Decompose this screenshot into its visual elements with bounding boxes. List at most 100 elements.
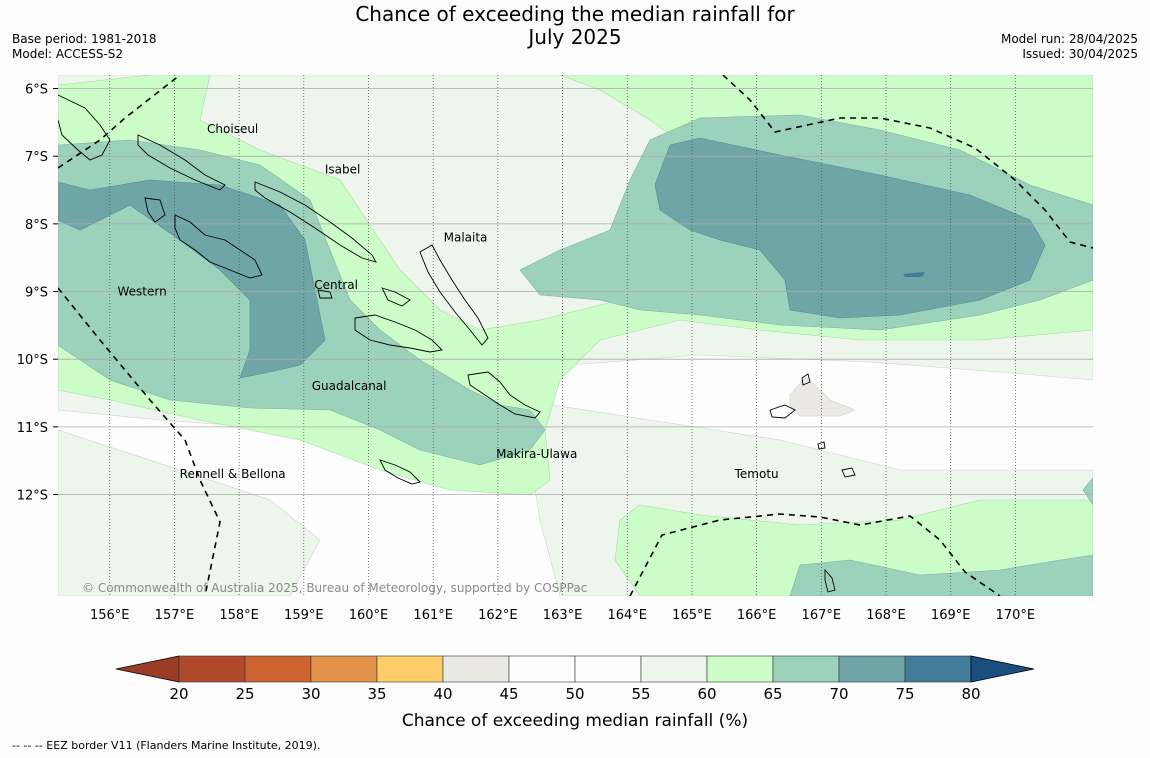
utupua-coast (817, 441, 826, 450)
lon-tick-label: 170°E (996, 608, 1036, 623)
colorbar: 20 25 30 35 40 45 50 55 60 65 70 75 80 (115, 655, 1035, 703)
coastlines (58, 94, 856, 593)
lon-tick-label: 156°E (90, 608, 130, 623)
province-label: Choiseul (207, 122, 258, 136)
map-area: © Commonwealth of Australia 2025, Bureau… (58, 75, 1093, 596)
lon-tick-label: 161°E (413, 608, 453, 623)
colorbar-tick-label: 35 (367, 685, 386, 703)
province-labels: Choiseul Isabel Malaita Western Central Guada… (117, 122, 778, 481)
province-label: Makira-Ulawa (496, 447, 577, 461)
eez-border-west (58, 287, 221, 596)
colorbar-tick-label: 45 (499, 685, 518, 703)
lon-tick-label: 163°E (543, 608, 583, 623)
lon-tick-label: 160°E (349, 608, 389, 623)
lon-tick-label: 166°E (737, 608, 777, 623)
colorbar-segment (178, 655, 246, 683)
colorbar-tick-label: 50 (565, 685, 584, 703)
eez-credit: -- -- -- EEZ border V11 (Flanders Marine… (12, 739, 321, 752)
lat-tick-label: 12°S (17, 489, 48, 504)
grid-lines (58, 75, 1093, 596)
colorbar-segment (706, 655, 774, 683)
isabel-coast (254, 181, 377, 263)
lon-tick-label: 159°E (284, 608, 324, 623)
western-islands-coast (144, 197, 166, 223)
lat-tick-label: 8°S (25, 218, 48, 233)
lon-tick-label: 167°E (802, 608, 842, 623)
colorbar-tick-label: 25 (235, 685, 254, 703)
province-label: Isabel (325, 163, 360, 177)
colorbar-tick-label: 20 (169, 685, 188, 703)
colorbar-low-extend (115, 655, 180, 683)
map-title: Chance of exceeding the median rainfall … (300, 3, 850, 49)
province-label: Rennell & Bellona (180, 467, 286, 481)
colorbar-segment (574, 655, 642, 683)
temotu-small-coast (841, 467, 856, 478)
makira-coast (467, 371, 541, 419)
copyright-notice: © Commonwealth of Australia 2025, Bureau… (82, 581, 587, 595)
model-run-date: Model run: 28/04/2025 (1000, 32, 1138, 46)
run-info: Model run: 28/04/2025 Issued: 30/04/2025 (1001, 32, 1138, 62)
lat-tick-label: 9°S (25, 286, 48, 301)
colorbar-segment (376, 655, 444, 683)
colorbar-tick-label: 55 (631, 685, 650, 703)
bougainville-coast (58, 94, 111, 161)
province-label: Malaita (444, 230, 488, 244)
model-info: Base period: 1981-2018 Model: ACCESS-S2 (12, 32, 157, 62)
colorbar-tick-label: 40 (433, 685, 452, 703)
lon-tick-label: 158°E (219, 608, 259, 623)
rennell-coast (379, 459, 421, 485)
eez-borders (58, 75, 1093, 596)
guadalcanal-coast (354, 314, 443, 353)
colorbar-segment (640, 655, 708, 683)
eez-border-north-west (58, 75, 181, 169)
choiseul-coast (137, 134, 226, 191)
colorbar-segment (442, 655, 510, 683)
base-period: Base period: 1981-2018 (12, 32, 157, 46)
colorbar-high-extend (970, 655, 1035, 683)
map-axes: 156°E 157°E 158°E 159°E 160°E 161°E 162°E 163°E… (17, 83, 1035, 623)
lon-tick-label: 164°E (607, 608, 647, 623)
lon-tick-label: 162°E (478, 608, 518, 623)
lat-tick-label: 6°S (25, 83, 48, 98)
colorbar-segment (508, 655, 576, 683)
lon-tick-label: 157°E (155, 608, 195, 623)
colorbar-segment (838, 655, 906, 683)
lon-tick-label: 165°E (672, 608, 712, 623)
colorbar-segment (904, 655, 972, 683)
lat-tick-label: 7°S (25, 150, 48, 165)
province-label: Central (314, 278, 358, 292)
central-islands-coast (317, 289, 333, 299)
province-label: Western (117, 285, 166, 299)
contour-75-80 (903, 272, 925, 277)
colorbar-tick-label: 75 (895, 685, 914, 703)
lon-tick-label: 169°E (931, 608, 971, 623)
contour-70-75 (58, 137, 1046, 379)
province-label: Temotu (734, 467, 779, 481)
colorbar-segment (244, 655, 312, 683)
eez-border-south (629, 513, 1001, 596)
vanikoro-coast (769, 404, 796, 419)
title-line-2: July 2025 (528, 25, 622, 49)
colorbar-label: Chance of exceeding median rainfall (%) (402, 711, 748, 731)
colorbar-tick-label: 30 (301, 685, 320, 703)
colorbar-segment (310, 655, 378, 683)
colorbar-tick-label: 60 (697, 685, 716, 703)
lon-tick-label: 168°E (866, 608, 906, 623)
issued-date: Issued: 30/04/2025 (1022, 47, 1138, 61)
colorbar-tick-label: 80 (961, 685, 980, 703)
colorbar-tick-label: 65 (763, 685, 782, 703)
colorbar-tick-label: 70 (829, 685, 848, 703)
anuta-coast (824, 568, 836, 593)
new-georgia-coast (174, 214, 263, 279)
province-label: Guadalcanal (312, 379, 387, 393)
eez-border-north-east (722, 75, 1093, 249)
florida-islands-coast (381, 287, 411, 307)
lat-tick-label: 11°S (17, 421, 48, 436)
colorbar-segment (772, 655, 840, 683)
model-name: Model: ACCESS-S2 (12, 47, 124, 61)
lat-tick-label: 10°S (17, 353, 48, 368)
title-line-1: Chance of exceeding the median rainfall … (355, 2, 795, 26)
malaita-coast (419, 244, 489, 346)
santa-cruz-coast (801, 373, 811, 386)
